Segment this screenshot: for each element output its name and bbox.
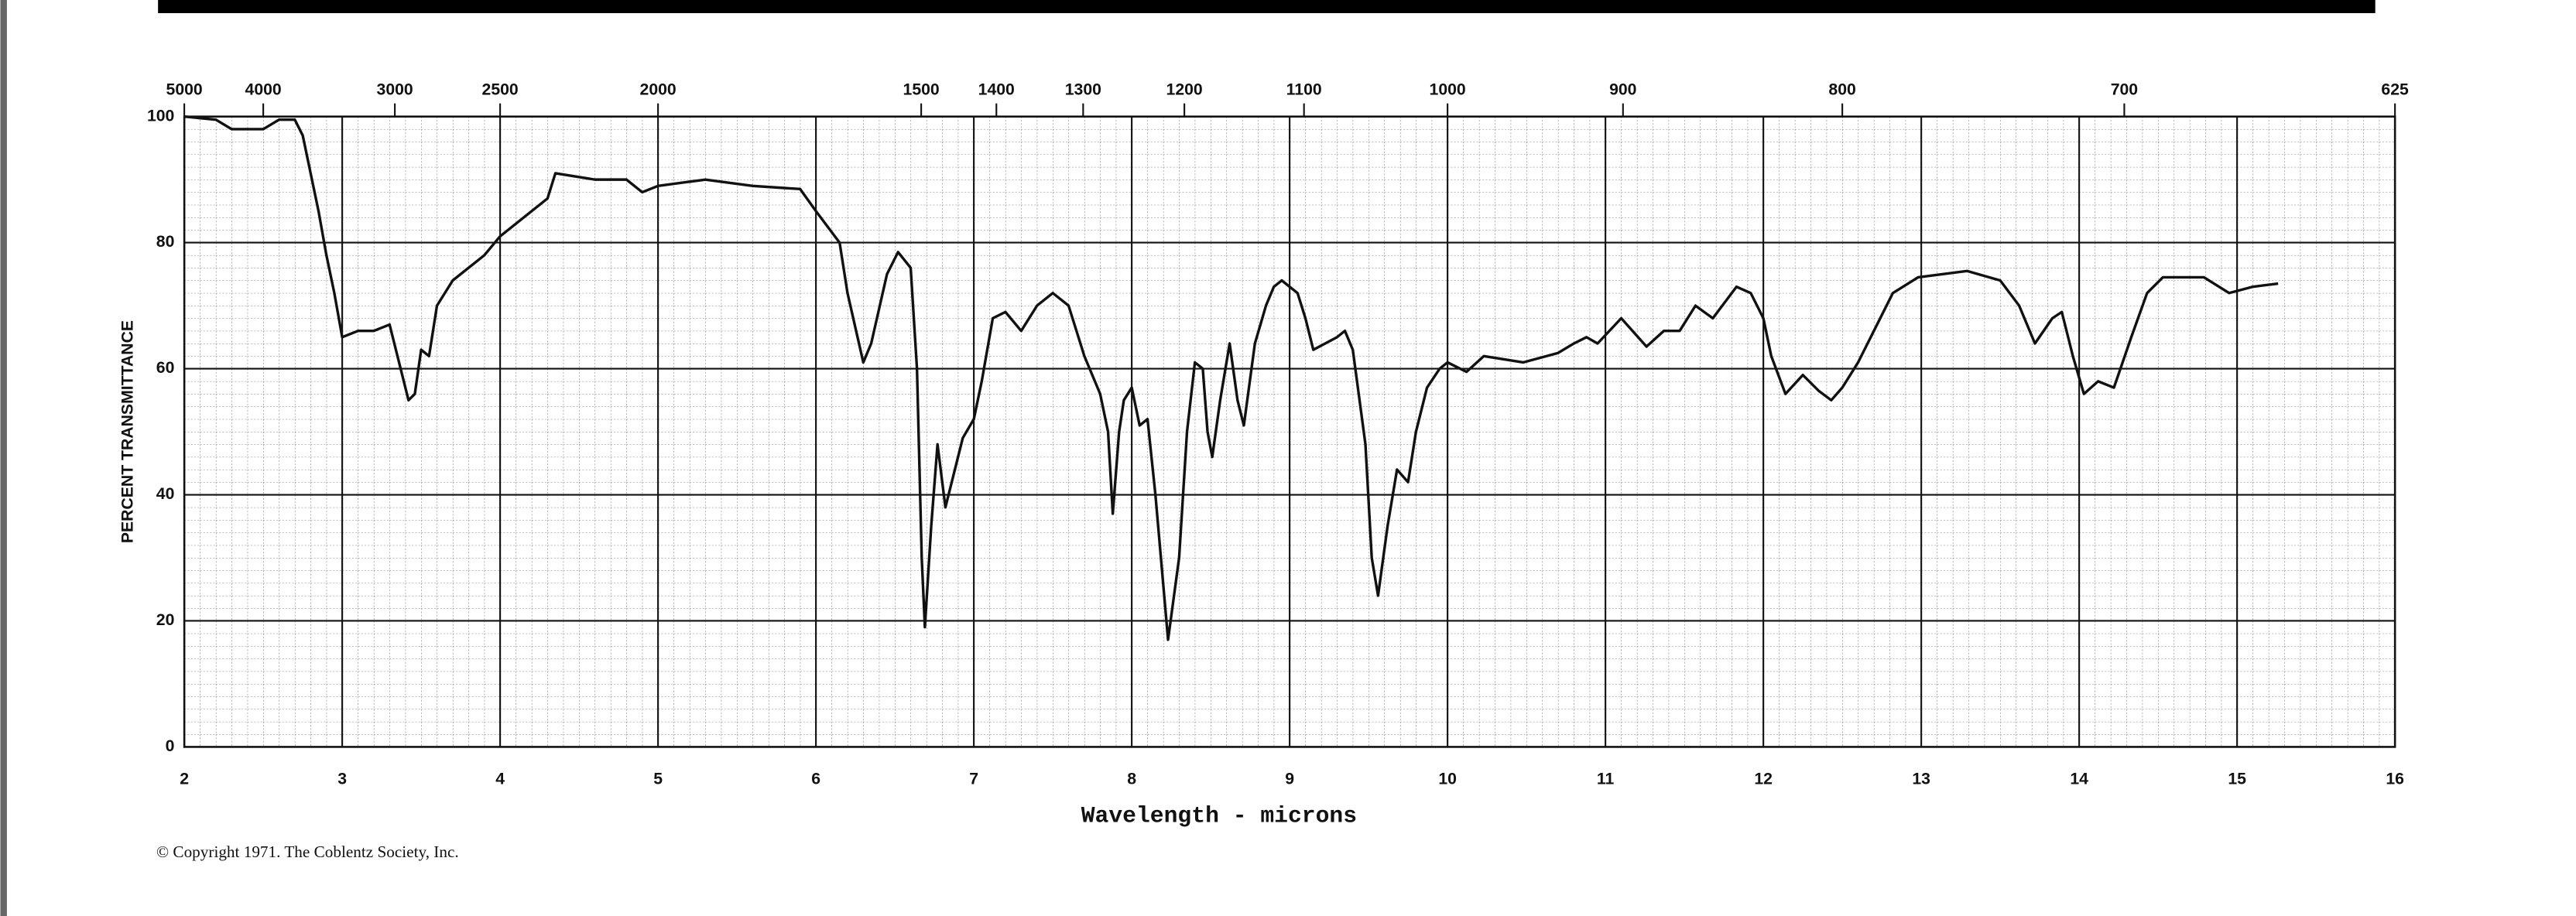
y-tick-label: 100 bbox=[147, 107, 174, 125]
x-tick-label: 12 bbox=[1754, 770, 1773, 788]
left-edge bbox=[0, 0, 7, 916]
x-tick-label: 4 bbox=[495, 770, 505, 788]
top-tick-label: 2000 bbox=[640, 80, 677, 98]
y-tick-label: 0 bbox=[166, 737, 175, 755]
top-tick-label: 1100 bbox=[1286, 80, 1322, 98]
top-tick-label: 1400 bbox=[978, 80, 1015, 98]
y-tick-label: 40 bbox=[156, 485, 175, 503]
top-tick-label: 1000 bbox=[1430, 80, 1466, 98]
x-tick-label: 13 bbox=[1912, 770, 1930, 788]
top-tick-label: 5000 bbox=[166, 80, 203, 98]
top-tick-label: 1500 bbox=[903, 80, 940, 98]
x-tick-label: 5 bbox=[653, 770, 663, 788]
x-tick-label: 8 bbox=[1127, 770, 1136, 788]
y-tick-label: 60 bbox=[156, 359, 175, 377]
header-bar bbox=[158, 0, 2376, 13]
top-tick-label: 625 bbox=[2381, 80, 2409, 98]
y-tick-label: 80 bbox=[156, 233, 175, 251]
x-tick-label: 14 bbox=[2070, 770, 2088, 788]
top-tick-label: 700 bbox=[2111, 80, 2138, 98]
x-tick-label: 16 bbox=[2386, 770, 2404, 788]
x-tick-label: 15 bbox=[2228, 770, 2246, 788]
x-tick-label: 11 bbox=[1597, 770, 1615, 788]
x-tick-label: 7 bbox=[969, 770, 978, 788]
top-tick-label: 900 bbox=[1609, 80, 1636, 98]
x-axis-label: Wavelength - microns bbox=[1081, 802, 1357, 829]
x-tick-label: 3 bbox=[337, 770, 347, 788]
top-tick-label: 1300 bbox=[1065, 80, 1101, 98]
top-tick-label: 800 bbox=[1828, 80, 1855, 98]
x-tick-label: 10 bbox=[1438, 770, 1457, 788]
top-tick-label: 2500 bbox=[482, 80, 519, 98]
top-tick-label: 4000 bbox=[245, 80, 282, 98]
top-tick-label: 1200 bbox=[1166, 80, 1203, 98]
top-tick-label: 3000 bbox=[377, 80, 413, 98]
y-axis-label: PERCENT TRANSMITTANCE bbox=[119, 320, 137, 543]
x-tick-label: 6 bbox=[811, 770, 820, 788]
y-tick-label: 20 bbox=[156, 611, 175, 629]
footer: © Copyright 1971. The Coblentz Society, … bbox=[156, 843, 459, 861]
spectrum-line bbox=[183, 114, 2279, 641]
x-tick-label: 9 bbox=[1285, 770, 1294, 788]
x-tick-label: 2 bbox=[180, 770, 189, 788]
